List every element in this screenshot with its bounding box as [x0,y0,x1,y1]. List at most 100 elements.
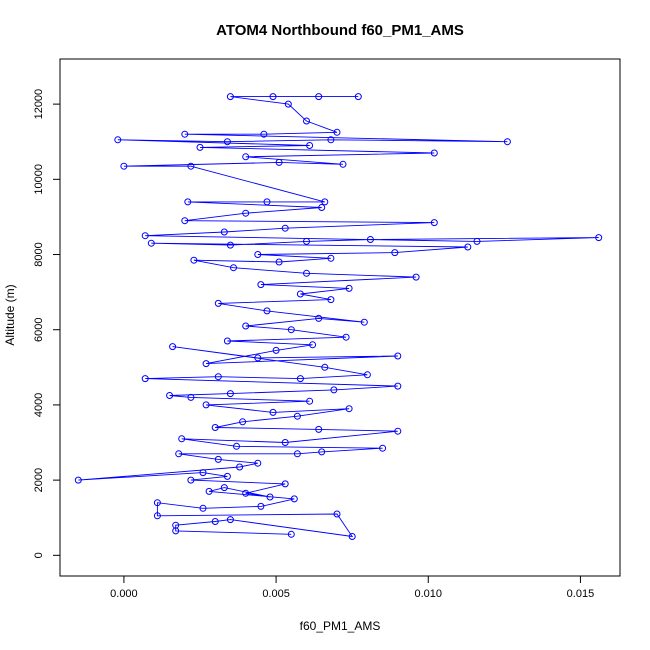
data-point [281,439,289,446]
data-point [254,251,262,258]
data-point [412,273,420,281]
data-point [242,209,250,217]
data-point [254,459,262,467]
data-point [290,495,298,503]
x-axis-label: f60_PM1_AMS [300,619,381,633]
data-point [321,198,329,206]
data-point [296,375,304,383]
data-point [226,516,234,524]
data-point [303,117,310,125]
data-point [430,219,438,227]
data-point [315,425,323,433]
data-point [226,241,234,249]
y-axis: 0 2000 4000 6000 8000 10000 12000 [33,89,61,558]
data-point [379,444,387,452]
x-tick-label: 0.000 [110,588,138,600]
y-axis-label: Altitude (m) [3,284,17,345]
data-point [303,269,310,277]
x-tick-label: 0.015 [567,588,595,600]
data-point [226,390,234,398]
data-point [211,424,219,431]
data-point [318,204,326,211]
data-point [199,504,207,512]
data-point [141,375,149,383]
data-point [394,427,402,435]
data-point [309,341,317,349]
data-point [281,480,289,488]
data-point [74,476,82,484]
data-point [223,138,231,146]
data-point [345,405,353,413]
data-point [141,232,149,240]
data-point [199,469,207,477]
data-point [284,100,292,108]
data-point [153,512,161,520]
data-point [214,299,222,307]
data-point [339,160,347,168]
data-point [272,346,280,354]
data-point [147,239,155,247]
data-point [181,217,189,225]
data-point [257,502,265,510]
data-point [114,136,122,144]
data-point [263,198,271,206]
data-point [187,393,195,401]
data-point [363,371,371,379]
data-point [242,489,250,497]
data-point [306,397,314,405]
data-point [287,530,295,538]
data-point [223,337,231,345]
data-point [327,296,335,304]
y-tick-label: 0 [33,552,45,558]
data-point [327,254,335,262]
data-point [464,243,472,251]
data-point [178,435,186,443]
data-point [220,228,228,236]
data-point [315,93,323,101]
data-point [394,352,402,360]
data-point [430,149,438,157]
data-point [321,363,329,371]
y-tick-label: 10000 [33,164,45,195]
x-axis: 0.000 0.005 0.010 0.015 [110,575,595,600]
data-point [315,314,323,322]
data-point [254,354,262,362]
data-point [333,128,341,136]
data-point [293,412,301,420]
data-point [327,136,335,144]
data-point [266,493,274,501]
data-point [220,484,228,492]
data-point [293,450,301,458]
data-point [287,326,295,334]
data-point [187,476,195,484]
x-tick-label: 0.005 [262,588,290,600]
data-point [153,499,161,507]
data-point [202,360,210,368]
data-point [242,322,250,330]
data-point [360,318,368,326]
chart-title: ATOM4 Northbound f60_PM1_AMS [216,22,464,39]
data-point [263,307,271,315]
data-point [330,386,338,394]
data-point [473,237,481,245]
x-tick-label: 0.010 [414,588,442,600]
data-point [269,408,277,416]
data-point [260,130,268,138]
y-tick-label: 8000 [33,242,45,266]
data-point [503,138,511,146]
data-point [214,373,222,381]
data-point [187,162,195,170]
data-point [306,142,314,149]
data-point [239,418,247,426]
data-point [172,521,180,529]
y-tick-label: 6000 [33,317,45,341]
data-point [333,510,341,518]
data-point [303,237,310,245]
data-point [184,198,192,206]
data-point [214,455,222,463]
data-point [202,401,210,409]
data-point [242,153,250,161]
data-point [166,392,174,399]
